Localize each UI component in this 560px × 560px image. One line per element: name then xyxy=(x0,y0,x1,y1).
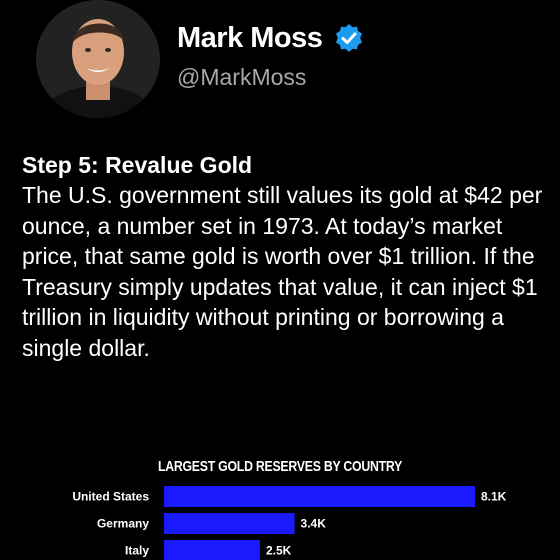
category-label: Germany xyxy=(97,517,149,531)
bar-value-label: 2.5K xyxy=(266,544,292,558)
category-label: United States xyxy=(72,490,149,504)
avatar-photo xyxy=(36,0,160,118)
bar xyxy=(164,486,475,507)
bar-value-label: 8.1K xyxy=(481,490,507,504)
verified-badge-icon xyxy=(334,23,364,53)
chart-plot: United States 8.1K Germany 3.4K Italy 2.5K xyxy=(72,486,507,560)
category-label: Italy xyxy=(125,544,149,558)
profile-name-row: Mark Moss xyxy=(177,20,364,56)
post-content: Step 5: Revalue Gold The U.S. government… xyxy=(22,150,547,363)
profile-handle[interactable]: @MarkMoss xyxy=(177,64,307,90)
display-name[interactable]: Mark Moss xyxy=(177,22,323,54)
chart-title: LARGEST GOLD RESERVES BY COUNTRY xyxy=(157,458,403,475)
bar-value-label: 3.4K xyxy=(301,517,327,531)
bar xyxy=(164,540,260,560)
post-body: The U.S. government still values its gol… xyxy=(22,182,543,361)
profile-avatar[interactable] xyxy=(36,0,160,118)
gold-reserves-chart: LARGEST GOLD RESERVES BY COUNTRY United … xyxy=(0,456,560,560)
post-heading: Step 5: Revalue Gold xyxy=(22,152,253,178)
bar xyxy=(164,513,295,534)
